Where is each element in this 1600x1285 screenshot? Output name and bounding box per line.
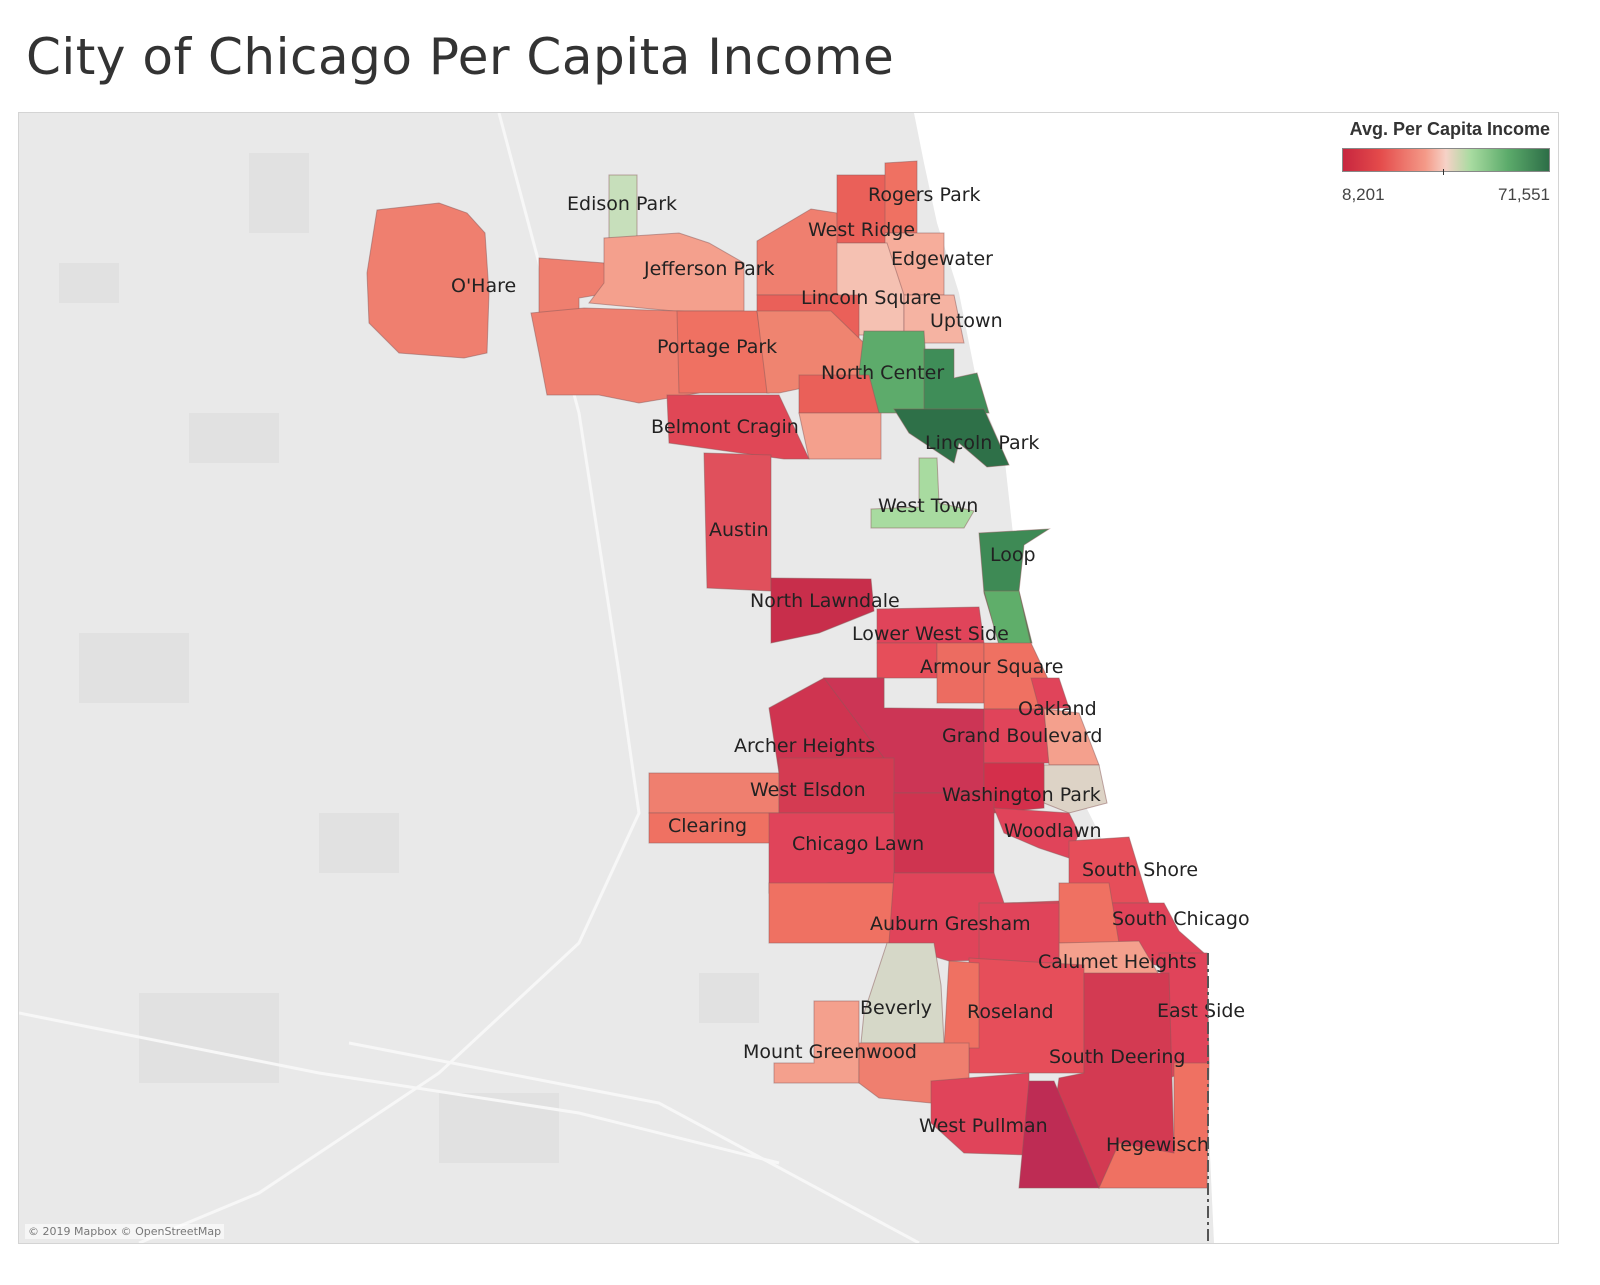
label-grand-boulevard: Grand Boulevard: [942, 725, 1102, 747]
area-lincoln-park[interactable]: [893, 408, 1010, 468]
label-roseland: Roseland: [967, 1001, 1054, 1023]
legend-min-label: 8,201: [1342, 185, 1385, 204]
label-oakland: Oakland: [1018, 698, 1097, 720]
color-legend: Avg. Per Capita Income 8,201 71,551: [1330, 119, 1550, 204]
choropleth-map[interactable]: Edison Park O'Hare Jefferson Park Rogers…: [19, 113, 1558, 1243]
area-mount-greenwood[interactable]: [773, 1000, 860, 1084]
legend-max-label: 71,551: [1498, 185, 1550, 204]
label-south-shore: South Shore: [1082, 859, 1198, 881]
area-ohare[interactable]: [366, 202, 490, 359]
label-clearing: Clearing: [668, 815, 747, 837]
label-south-chicago: South Chicago: [1112, 908, 1250, 930]
area-west-town[interactable]: [870, 457, 975, 529]
label-armour-square: Armour Square: [920, 656, 1063, 678]
map-view[interactable]: Edison Park O'Hare Jefferson Park Rogers…: [18, 112, 1559, 1244]
area-oakland[interactable]: [1030, 677, 1070, 709]
label-archer-heights: Archer Heights: [734, 735, 875, 757]
legend-title: Avg. Per Capita Income: [1349, 119, 1550, 139]
label-west-pullman: West Pullman: [919, 1115, 1048, 1137]
label-auburn-gresham: Auburn Gresham: [870, 913, 1031, 935]
label-uptown: Uptown: [930, 310, 1003, 332]
area-beverly[interactable]: [860, 942, 945, 1044]
legend-midpoint-tick: [1443, 169, 1444, 175]
area-washington-heights[interactable]: [943, 960, 980, 1049]
area-avalon-park[interactable]: [1058, 882, 1120, 944]
area-labels: Edison Park O'Hare Jefferson Park Rogers…: [451, 184, 1250, 1156]
label-hegewisch: Hegewisch: [1106, 1134, 1209, 1156]
label-lower-west-side: Lower West Side: [852, 623, 1009, 645]
label-woodlawn: Woodlawn: [1004, 820, 1102, 842]
area-edison-park[interactable]: [608, 174, 638, 239]
area-logan-square[interactable]: [798, 412, 882, 460]
label-west-town: West Town: [878, 495, 978, 517]
label-rogers-park: Rogers Park: [868, 184, 981, 206]
legend-gradient: [1342, 148, 1550, 175]
roads: [19, 113, 920, 1243]
label-west-elsdon: West Elsdon: [750, 779, 866, 801]
label-lincoln-park: Lincoln Park: [925, 432, 1039, 454]
label-calumet-heights: Calumet Heights: [1038, 951, 1197, 973]
label-mount-greenwood: Mount Greenwood: [743, 1041, 917, 1063]
label-ohare: O'Hare: [451, 275, 516, 297]
label-edgewater: Edgewater: [891, 248, 993, 270]
label-belmont-cragin: Belmont Cragin: [651, 416, 799, 438]
lake-michigan: [914, 113, 1558, 1243]
page-title: City of Chicago Per Capita Income: [26, 28, 895, 86]
label-west-ridge: West Ridge: [808, 219, 915, 241]
label-north-center: North Center: [821, 362, 944, 384]
map-attribution[interactable]: © 2019 Mapbox © OpenStreetMap: [25, 1224, 225, 1239]
community-areas[interactable]: [366, 160, 1210, 1189]
label-north-lawndale: North Lawndale: [750, 590, 900, 612]
label-chicago-lawn: Chicago Lawn: [792, 833, 924, 855]
label-beverly: Beverly: [860, 997, 932, 1019]
label-austin: Austin: [709, 519, 769, 541]
terrain-texture: [59, 153, 759, 1163]
label-portage-park: Portage Park: [657, 336, 777, 358]
label-edison-park: Edison Park: [567, 193, 677, 215]
area-west-pullman[interactable]: [930, 1072, 1030, 1156]
area-hermosa[interactable]: [666, 394, 810, 460]
label-washington-park: Washington Park: [942, 784, 1101, 806]
label-jefferson-park: Jefferson Park: [643, 258, 775, 280]
label-south-deering: South Deering: [1049, 1046, 1185, 1068]
label-loop: Loop: [990, 544, 1036, 566]
area-north-lawndale[interactable]: [770, 577, 875, 644]
label-lincoln-square: Lincoln Square: [801, 287, 941, 309]
label-east-side: East Side: [1157, 1000, 1245, 1022]
